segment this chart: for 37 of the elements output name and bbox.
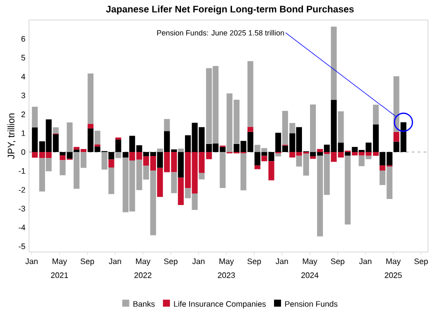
bar — [330, 26, 337, 100]
bar — [275, 153, 282, 156]
bar — [338, 111, 344, 143]
bar — [52, 127, 59, 134]
bar — [317, 149, 323, 152]
bar — [171, 172, 177, 194]
bar — [60, 160, 66, 176]
bar — [393, 76, 400, 132]
bar — [122, 152, 128, 158]
bar — [74, 150, 80, 152]
bar — [198, 172, 205, 180]
bar — [115, 140, 122, 152]
bar — [344, 156, 351, 224]
bar — [247, 126, 254, 132]
bar — [88, 74, 94, 124]
bar — [372, 104, 379, 124]
y-axis-title: JPY, trillion — [7, 114, 16, 159]
bar — [108, 159, 114, 168]
bar — [66, 122, 73, 152]
bar — [157, 148, 163, 152]
bar — [178, 152, 184, 178]
bar — [220, 152, 226, 188]
bar — [164, 119, 170, 132]
bar — [393, 132, 400, 142]
bar — [240, 153, 246, 190]
bar — [94, 144, 100, 147]
bar — [344, 152, 351, 156]
bar — [32, 106, 38, 128]
bar — [88, 124, 94, 128]
bar — [310, 156, 316, 159]
bar — [108, 152, 114, 160]
bar — [94, 130, 100, 144]
bar — [247, 61, 254, 127]
bar — [254, 165, 260, 170]
bar — [310, 104, 316, 152]
chart-title: Japanese Lifer Net Foreign Long-term Bond Purchases — [106, 6, 354, 14]
bar — [178, 148, 184, 152]
